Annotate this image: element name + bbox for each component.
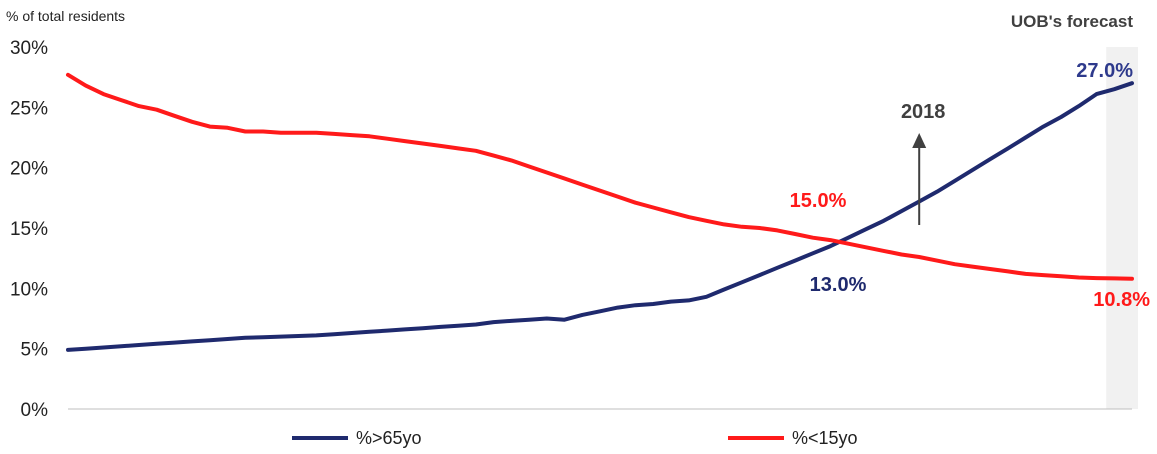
legend: %>65yo %<15yo xyxy=(292,428,858,448)
y-tick-label: 25% xyxy=(10,98,48,119)
y-tick-label: 10% xyxy=(10,279,48,300)
marker-2018-arrow: 2018 xyxy=(901,101,946,225)
y-tick-label: 5% xyxy=(21,340,49,361)
y-axis-label: % of total residents xyxy=(6,8,125,24)
legend-label-65: %>65yo xyxy=(356,428,422,448)
marker-year-label: 2018 xyxy=(901,101,946,123)
y-tick-label: 15% xyxy=(10,219,48,240)
series-line-65 xyxy=(66,81,1134,352)
legend-label-15: %<15yo xyxy=(792,428,858,448)
annotation-65-end: 27.0% xyxy=(1076,60,1133,82)
annotation-15-2018: 15.0% xyxy=(790,190,847,212)
arrow-head-icon xyxy=(912,133,927,148)
forecast-label: UOB's forecast xyxy=(1011,12,1133,31)
y-tick-label: 0% xyxy=(21,400,49,421)
y-tick-label: 20% xyxy=(10,159,48,180)
series-lines xyxy=(66,72,1134,352)
annotation-65-2018: 13.0% xyxy=(810,274,867,296)
series-line-15 xyxy=(66,72,1134,281)
value-annotations: 27.0% 13.0% 15.0% 10.8% xyxy=(790,60,1151,311)
y-tick-label: 30% xyxy=(10,38,48,59)
annotation-15-end: 10.8% xyxy=(1093,289,1150,311)
y-axis-ticks: 0% 5% 10% 15% 20% 25% 30% xyxy=(10,38,48,421)
forecast-shaded-band xyxy=(1106,47,1138,409)
